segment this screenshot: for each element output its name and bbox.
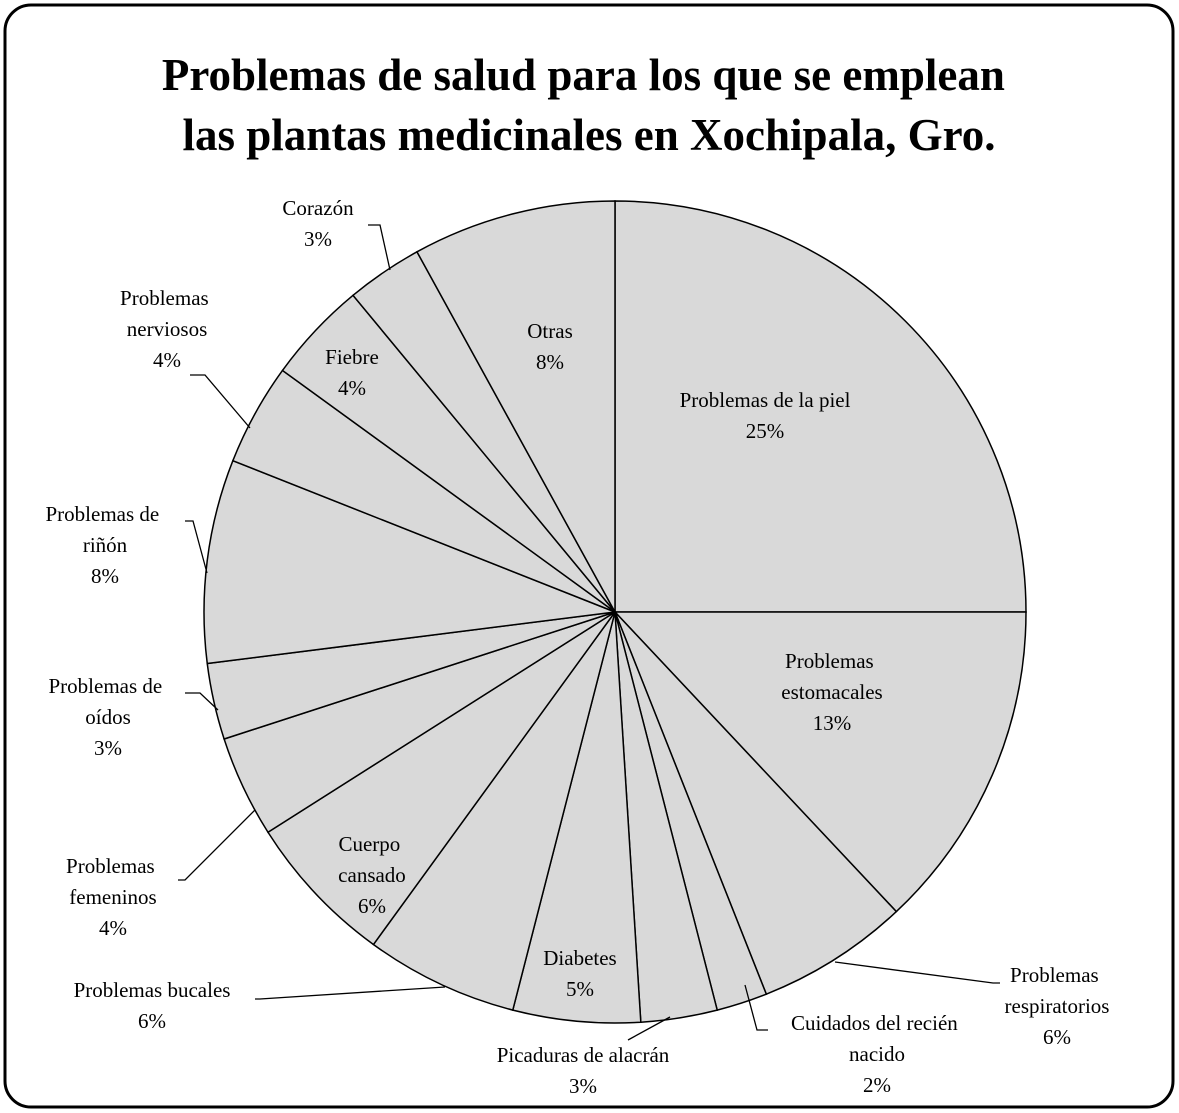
- slice-label: Problemas de oídos: [49, 674, 168, 729]
- slice-label: Problemas de la piel: [680, 388, 851, 412]
- leader-line: [744, 984, 768, 1031]
- slice-label: Problemas bucales: [74, 978, 231, 1002]
- leader-line: [255, 986, 446, 1000]
- slice-value-label: 3%: [569, 1074, 597, 1098]
- pie-slice: [614, 611, 898, 996]
- slice-label: Problemas femeninos: [66, 854, 160, 909]
- slice-value-label: 13%: [813, 711, 852, 735]
- slice-label: Picaduras de alacrán: [497, 1043, 670, 1067]
- slice-value-label: 6%: [1043, 1025, 1071, 1049]
- leader-line: [190, 374, 251, 429]
- slice-value-label: 4%: [338, 376, 366, 400]
- pie-slice: [266, 611, 616, 946]
- slice-value-label: 2%: [863, 1073, 891, 1097]
- slice-value-label: 8%: [536, 350, 564, 374]
- slice-label: Corazón: [282, 196, 354, 220]
- slice-value-label: 4%: [99, 916, 127, 940]
- pie-slice: [614, 200, 1027, 613]
- leader-line: [185, 520, 208, 574]
- slice-value-label: 8%: [91, 564, 119, 588]
- slice-value-label: 3%: [94, 736, 122, 760]
- slice-value-label: 25%: [746, 419, 785, 443]
- pie-slice: [203, 459, 616, 665]
- slice-label: Fiebre: [325, 345, 379, 369]
- slice-label: Problemas nerviosos: [120, 286, 214, 341]
- slice-value-label: 6%: [138, 1009, 166, 1033]
- chart-title: Problemas de salud para los que se emple…: [162, 50, 1016, 160]
- pie-slice: [415, 200, 616, 613]
- slice-value-label: 4%: [153, 348, 181, 372]
- slice-value-label: 5%: [566, 977, 594, 1001]
- leader-line: [834, 961, 1000, 984]
- slice-label: Problemas estomacales: [781, 649, 882, 704]
- slice-label: Cuidados del recién nacido: [791, 1011, 963, 1066]
- leader-line: [185, 692, 219, 711]
- leader-line: [368, 224, 391, 271]
- slice-value-label: 6%: [358, 894, 386, 918]
- leader-line: [627, 1016, 671, 1041]
- slice-label: Problemas de riñón: [46, 502, 165, 557]
- slice-value-label: 3%: [304, 227, 332, 251]
- slice-label: Diabetes: [543, 946, 616, 970]
- pie-slice: [613, 611, 1027, 913]
- slice-label: Problemas respiratorios: [1005, 963, 1110, 1018]
- slice-label: Cuerpo cansado: [338, 832, 406, 887]
- leader-line: [178, 809, 256, 881]
- pie-slice: [372, 611, 616, 1012]
- slice-label: Otras: [527, 319, 573, 343]
